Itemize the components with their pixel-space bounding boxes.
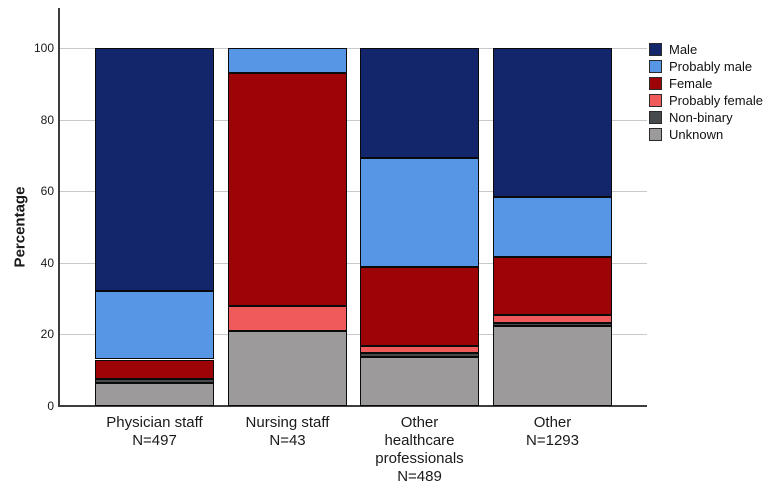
x-axis-label-line: Other	[533, 414, 572, 431]
x-axis-line	[58, 405, 647, 407]
x-axis-label-line: healthcare	[384, 432, 455, 449]
bar-segment-probably-male-physician-staff	[95, 291, 214, 360]
legend-swatch-icon	[649, 128, 662, 141]
bar-segment-probably-male-other-healthcare-professionals	[360, 158, 479, 267]
x-axis-label-other: Other N=1293	[463, 414, 643, 450]
legend-label: Non-binary	[669, 110, 733, 125]
legend-swatch-icon	[649, 111, 662, 124]
legend-item-probably-female: Probably female	[649, 94, 763, 107]
y-axis-line	[58, 8, 60, 407]
legend-item-unknown: Unknown	[649, 128, 763, 141]
bar-segment-non-binary-physician-staff	[95, 379, 214, 383]
legend-item-non-binary: Non-binary	[649, 111, 763, 124]
bar-segment-probably-female-other-healthcare-professionals	[360, 345, 479, 353]
legend-swatch-icon	[649, 77, 662, 90]
bar-segment-unknown-other-healthcare-professionals	[360, 357, 479, 406]
bar-segment-female-other-healthcare-professionals	[360, 266, 479, 346]
legend-item-probably-male: Probably male	[649, 60, 763, 73]
legend-label: Probably female	[669, 93, 763, 108]
legend-label: Unknown	[669, 127, 724, 142]
legend-item-male: Male	[649, 43, 763, 56]
bar-segment-probably-female-nursing-staff	[228, 306, 347, 332]
x-axis-label-line: Nursing staff	[245, 414, 330, 431]
y-tick-label-60: 60	[40, 184, 54, 198]
bar-segment-probably-male-other	[493, 196, 612, 257]
bar-segment-unknown-nursing-staff	[228, 331, 347, 406]
bar-segment-unknown-other	[493, 326, 612, 406]
y-tick-label-20: 20	[40, 327, 54, 341]
y-tick-label-80: 80	[40, 113, 54, 127]
bar-segment-male-other-healthcare-professionals	[360, 48, 479, 159]
x-axis-label-nursing-staff: Nursing staff N=43	[198, 414, 378, 450]
bar-segment-male-other	[493, 48, 612, 197]
bar-segment-probably-female-other	[493, 314, 612, 323]
legend-label: Probably male	[669, 59, 753, 74]
bar-segment-non-binary-other	[493, 322, 612, 327]
x-axis-label-physician-staff: Physician staff N=497	[65, 414, 245, 450]
legend-label: Female	[669, 76, 713, 91]
x-axis-label-other-healthcare-professionals: Other healthcare professionals N=489	[330, 414, 510, 486]
bar-segment-female-other	[493, 256, 612, 315]
gridline-60	[60, 191, 647, 192]
legend-item-female: Female	[649, 77, 763, 90]
bar-segment-female-nursing-staff	[228, 73, 347, 307]
legend-swatch-icon	[649, 94, 662, 107]
legend-label: Male	[669, 42, 698, 57]
x-axis-label-line: N=489	[397, 468, 442, 485]
y-tick-label-40: 40	[40, 256, 54, 270]
gridline-80	[60, 120, 647, 121]
y-tick-label-100: 100	[33, 41, 54, 55]
gridline-100	[60, 48, 647, 49]
bar-segment-female-physician-staff	[95, 359, 214, 380]
bar-segment-probably-male-nursing-staff	[228, 48, 347, 74]
gridline-40	[60, 263, 647, 264]
legend: Male Probably male Female Probably female No…	[649, 43, 763, 145]
x-axis-label-line: Other	[400, 414, 439, 431]
bar-segment-non-binary-other-healthcare-professionals	[360, 352, 479, 357]
x-axis-label-line: Physician staff	[106, 414, 203, 431]
legend-swatch-icon	[649, 43, 662, 56]
y-tick-label-0: 0	[47, 399, 54, 413]
x-axis-label-line: N=1293	[526, 432, 579, 449]
x-axis-label-line: N=497	[132, 432, 177, 449]
x-axis-label-line: professionals	[375, 450, 464, 467]
legend-swatch-icon	[649, 60, 662, 73]
gridline-20	[60, 334, 647, 335]
bar-segment-male-physician-staff	[95, 48, 214, 292]
bar-segment-unknown-physician-staff	[95, 383, 214, 406]
x-axis-label-line: N=43	[269, 432, 306, 449]
